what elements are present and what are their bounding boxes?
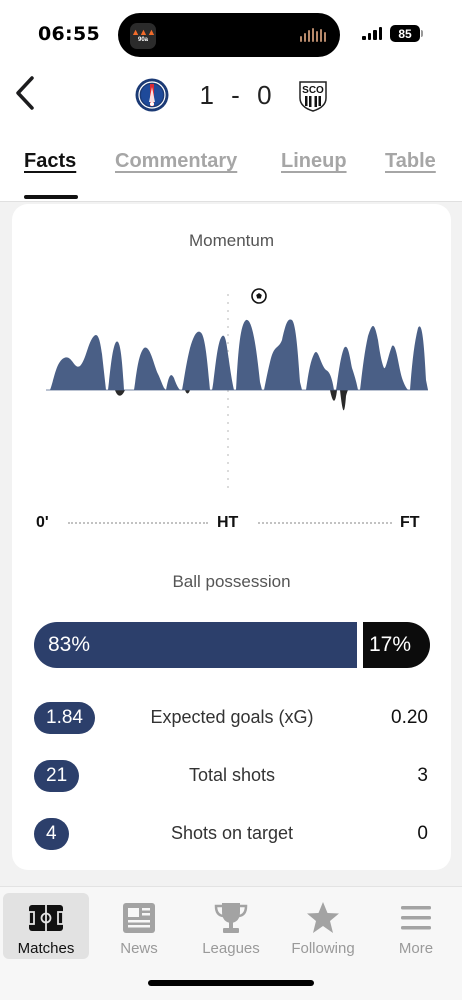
psg-crest-icon[interactable] xyxy=(135,78,169,112)
stat-label: Expected goals (xG) xyxy=(150,707,314,727)
island-app-label: 90a xyxy=(137,37,148,43)
possession-away-value: 17% xyxy=(369,633,412,656)
menu-icon xyxy=(401,906,431,930)
nav-matches[interactable]: Matches xyxy=(3,893,89,959)
match-tabs: Facts Commentary Lineup Table xyxy=(0,150,462,200)
home-score: 1 xyxy=(199,80,215,110)
dynamic-island[interactable]: ▲▲▲ 90a xyxy=(118,13,340,57)
nav-label: News xyxy=(120,940,158,957)
status-bar: 06:55 ▲▲▲ 90a 85 xyxy=(0,0,462,62)
momentum-chart xyxy=(46,288,428,494)
axis-start-label: 0' xyxy=(36,514,49,531)
pitch-icon xyxy=(28,905,64,931)
match-score: 1 - 0 xyxy=(190,80,282,111)
tab-commentary[interactable]: Commentary xyxy=(115,150,238,172)
possession-home-value: 83% xyxy=(48,633,91,656)
momentum-title: Momentum xyxy=(188,231,275,250)
match-header: 1 - 0 SCO Facts Commentary Lineup Table xyxy=(0,62,462,202)
stat-away-value: 0 xyxy=(417,823,428,844)
sco-angers-crest-icon[interactable]: SCO xyxy=(296,78,330,112)
possession-title: Ball possession xyxy=(172,572,291,591)
stat-home-value: 4 xyxy=(34,818,69,850)
trophy-icon xyxy=(214,903,248,933)
away-logo-text: SCO xyxy=(302,85,324,96)
axis-halftime-label: HT xyxy=(217,514,239,531)
stat-home-value: 1.84 xyxy=(34,702,95,734)
battery-icon: 85 xyxy=(390,25,423,42)
tab-facts[interactable]: Facts xyxy=(24,150,77,172)
back-arrow-icon[interactable] xyxy=(10,74,44,114)
score-separator: - xyxy=(231,80,241,110)
signal-icon xyxy=(362,27,382,40)
battery-level: 85 xyxy=(398,26,412,41)
home-indicator[interactable] xyxy=(148,980,314,986)
stat-away-value: 3 xyxy=(417,765,428,786)
possession-bar: 83% 17% xyxy=(34,622,430,668)
facts-card: Momentum 0' HT FT Ball possession 83% 17… xyxy=(12,204,451,870)
stat-away-value: 0.20 xyxy=(391,707,428,728)
stat-label: Total shots xyxy=(188,765,276,785)
nav-news[interactable]: News xyxy=(96,893,182,959)
nav-more[interactable]: More xyxy=(373,893,459,959)
tab-lineup[interactable]: Lineup xyxy=(281,150,347,172)
nav-following[interactable]: Following xyxy=(280,893,366,959)
audio-wave-icon xyxy=(300,28,326,42)
stat-row-xg: 1.84 Expected goals (xG) 0.20 xyxy=(34,702,430,734)
stat-home-value: 21 xyxy=(34,760,80,792)
star-icon xyxy=(307,902,339,933)
nav-label: More xyxy=(398,940,434,957)
momentum-away-area xyxy=(115,390,348,411)
nav-label: Matches xyxy=(17,940,75,957)
momentum-home-area xyxy=(46,319,428,390)
newspaper-icon xyxy=(123,903,155,933)
axis-end-label: FT xyxy=(400,514,420,531)
header-divider xyxy=(0,201,462,202)
status-time: 06:55 xyxy=(38,23,100,45)
axis-dots-second-half xyxy=(258,522,392,525)
possession-home: 83% xyxy=(34,622,357,668)
stat-row-shots-on-target: 4 Shots on target 0 xyxy=(34,818,430,850)
possession-away: 17% xyxy=(363,622,430,668)
tab-table[interactable]: Table xyxy=(385,150,436,172)
stat-row-total-shots: 21 Total shots 3 xyxy=(34,760,430,792)
nav-label: Leagues xyxy=(202,940,260,957)
axis-dots-first-half xyxy=(68,522,208,525)
active-tab-indicator xyxy=(24,195,78,199)
nav-label: Following xyxy=(291,940,355,957)
stat-label: Shots on target xyxy=(170,823,294,843)
live-activity-app-icon: ▲▲▲ 90a xyxy=(130,23,156,49)
football-icon xyxy=(251,288,267,304)
nav-leagues[interactable]: Leagues xyxy=(188,893,274,959)
momentum-time-axis: 0' HT FT xyxy=(36,514,426,534)
away-score: 0 xyxy=(257,80,273,110)
